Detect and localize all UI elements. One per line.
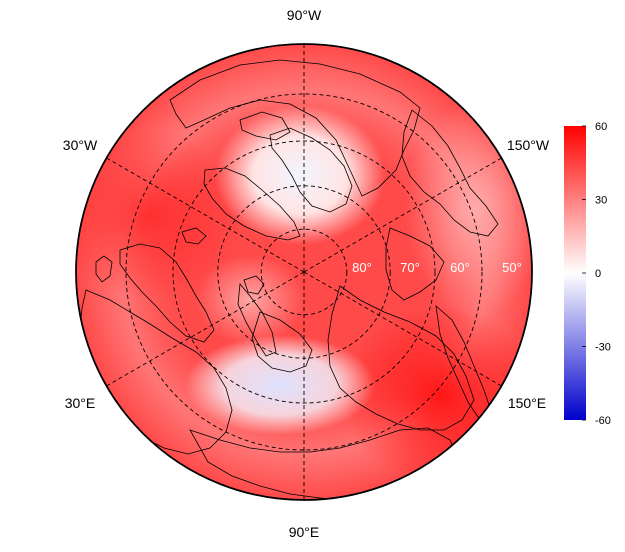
parallel-50 (125, 93, 483, 451)
colorbar-tick-label: 60 (595, 121, 607, 133)
meridian-150 (106, 271, 305, 387)
lon-label-30e: 30°E (65, 395, 96, 411)
colorbar-tick-label: 0 (595, 268, 601, 280)
lon-label-150e: 150°E (508, 395, 546, 411)
coastline-uk (95, 255, 113, 283)
coastline-iceland (181, 227, 207, 245)
lat-label-50: 50° (502, 260, 522, 275)
coastline-chukotka (385, 227, 445, 301)
coastline-novaya-zemlya (237, 283, 277, 357)
colorbar: 60 30 0 -30 -60 (564, 121, 611, 427)
colorbar-gradient (564, 126, 586, 420)
lon-label-30w: 30°W (63, 137, 98, 153)
meridian--30 (303, 157, 502, 273)
parallel-80 (260, 228, 348, 316)
coastline-svalbard (243, 275, 265, 295)
coastline-north-america (169, 59, 421, 197)
graticule (106, 44, 502, 500)
field-lighter-center (195, 255, 305, 345)
parallel-60 (172, 140, 436, 404)
colorbar-tick-label: -60 (595, 415, 611, 427)
temperature-field (76, 44, 532, 500)
field-min-south (185, 335, 375, 435)
coastline-scandinavia (119, 243, 215, 343)
lat-label-70: 70° (400, 260, 420, 275)
field-min-north (215, 105, 385, 245)
longitude-labels: 90°W 30°W 150°W 30°E 150°E 90°E (63, 7, 550, 540)
colorbar-tick-label: 30 (595, 195, 607, 207)
meridian-30 (303, 271, 502, 387)
meridian--150 (106, 157, 305, 273)
colorbar-tick-label: -30 (595, 342, 611, 354)
coastline-baffin (239, 111, 291, 141)
lon-label-90w: 90°W (287, 7, 322, 23)
latitude-labels: 80° 70° 60° 50° (352, 260, 522, 275)
colorbar-ticks: 60 30 0 -30 -60 (582, 121, 611, 427)
map-boundary (75, 43, 533, 501)
lon-label-150w: 150°W (507, 137, 550, 153)
coastline-arctic-archipelago (269, 127, 353, 213)
coastline-alaska (401, 109, 499, 237)
lat-label-80: 80° (352, 260, 372, 275)
coastline-greenland (203, 167, 301, 241)
coastline-east-siberia (327, 285, 475, 431)
lon-label-90e: 90°E (289, 524, 320, 540)
coastline-taymyr (251, 311, 313, 373)
lat-label-60: 60° (450, 260, 470, 275)
